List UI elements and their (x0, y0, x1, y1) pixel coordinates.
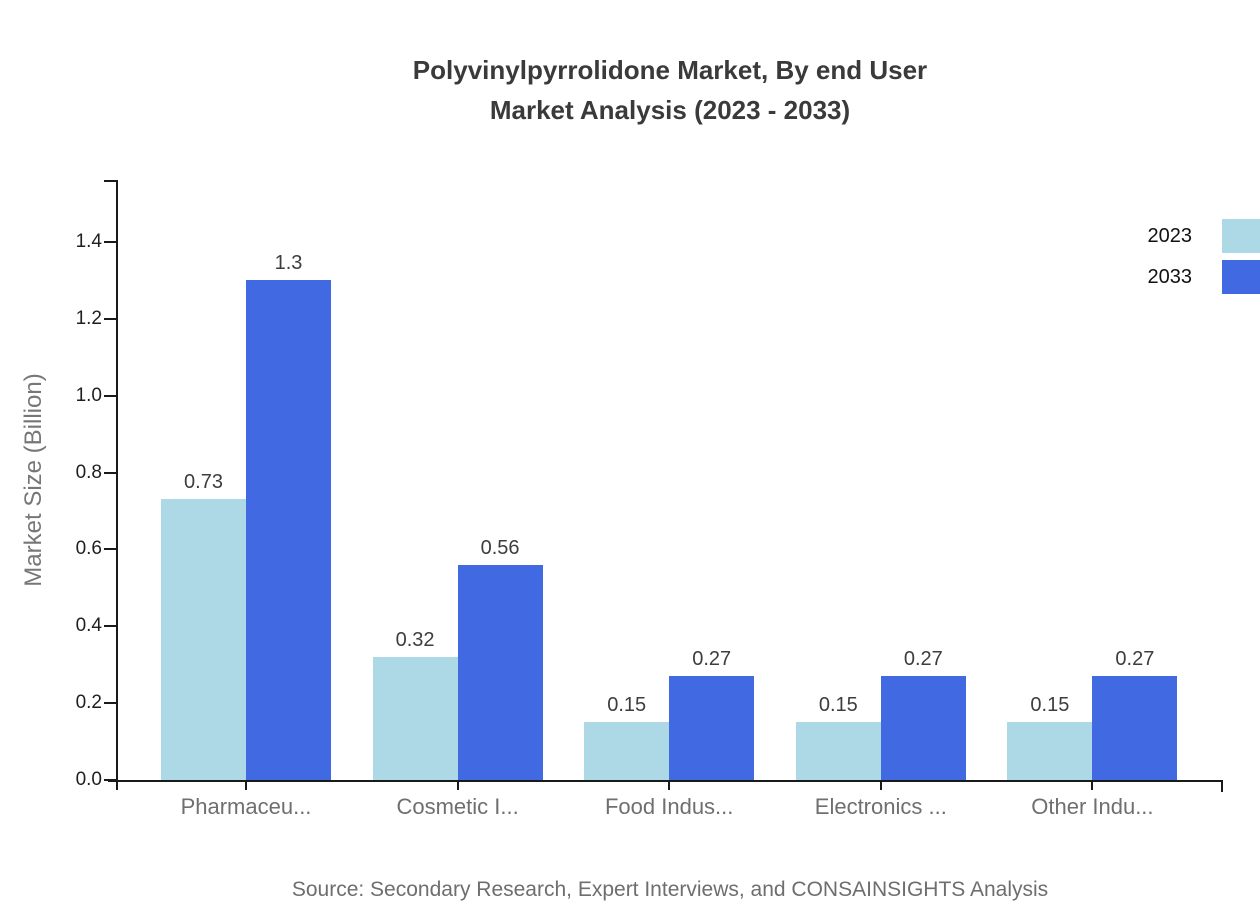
bar-value-label: 0.15 (1030, 694, 1070, 717)
chart-title-line-2: Market Analysis (2023 - 2033) (489, 95, 851, 125)
bar-value-label: 0.15 (607, 694, 647, 717)
y-tick-label: 0.8 (75, 461, 102, 483)
y-tick (104, 625, 117, 628)
bar-2023-1 (372, 657, 458, 780)
y-tick-label: 0.0 (75, 769, 102, 790)
bar-value-label: 0.27 (903, 648, 943, 671)
bar-2033-1 (457, 564, 543, 780)
chart-title: Polyvinylpyrrolidone Market, By end User… (118, 50, 1222, 130)
bar-value-label: 0.27 (1115, 648, 1155, 671)
bar-2033-3 (880, 676, 966, 780)
x-axis-right-cap (1221, 780, 1223, 792)
bar-2023-4 (1007, 722, 1093, 780)
legend-label: 2033 (1147, 266, 1193, 288)
y-tick (104, 394, 117, 397)
bar-2033-0 (246, 280, 331, 780)
legend-entry-2033: 2033 (1060, 259, 1260, 295)
bar-2023-2 (584, 722, 670, 780)
bar-value-label: 0.56 (480, 536, 520, 559)
y-axis-top-cap (104, 180, 117, 182)
x-tick (1091, 780, 1094, 790)
chart-title-line-1: Polyvinylpyrrolidone Market, By end User (412, 55, 928, 85)
legend-swatch (1222, 219, 1260, 253)
y-tick-label: 0.6 (75, 538, 102, 560)
bar-value-label: 0.15 (818, 694, 858, 717)
y-tick (104, 471, 117, 474)
legend-entry-2023: 2023 (1060, 218, 1260, 254)
x-axis-label: Pharmaceu... (180, 794, 312, 819)
y-tick (104, 702, 117, 705)
x-tick (879, 780, 882, 790)
legend-swatch (1222, 260, 1260, 294)
y-tick (104, 779, 117, 781)
source-note: Source: Secondary Research, Expert Inter… (291, 878, 1049, 901)
bar-value-label: 0.32 (395, 629, 435, 652)
y-tick (104, 317, 117, 320)
y-tick-label: 1.2 (75, 307, 102, 329)
bar-value-label: 0.27 (692, 648, 732, 671)
x-tick (245, 780, 247, 790)
x-axis-label: Electronics ... (814, 794, 947, 819)
y-tick (104, 548, 117, 551)
y-tick-label: 1.0 (75, 384, 102, 406)
bar-2033-4 (1092, 676, 1178, 780)
y-tick-label: 0.2 (75, 692, 102, 714)
y-axis-line (116, 180, 118, 790)
x-axis-label: Other Indu... (1031, 794, 1154, 819)
bar-2023-0 (161, 499, 246, 780)
y-tick (104, 240, 117, 243)
legend-label: 2023 (1147, 225, 1193, 247)
y-tick-label: 1.4 (75, 230, 102, 252)
x-axis-label: Cosmetic I... (396, 794, 519, 819)
bar-value-label: 0.73 (184, 471, 223, 494)
y-tick-label: 0.4 (75, 615, 102, 637)
x-axis-label: Food Indus... (604, 794, 734, 819)
x-tick (456, 780, 459, 790)
bar-value-label: 1.3 (274, 252, 303, 275)
x-tick (668, 780, 671, 790)
bar-2023-3 (795, 722, 881, 780)
bar-2033-2 (669, 676, 755, 780)
x-axis-line (108, 780, 1223, 782)
